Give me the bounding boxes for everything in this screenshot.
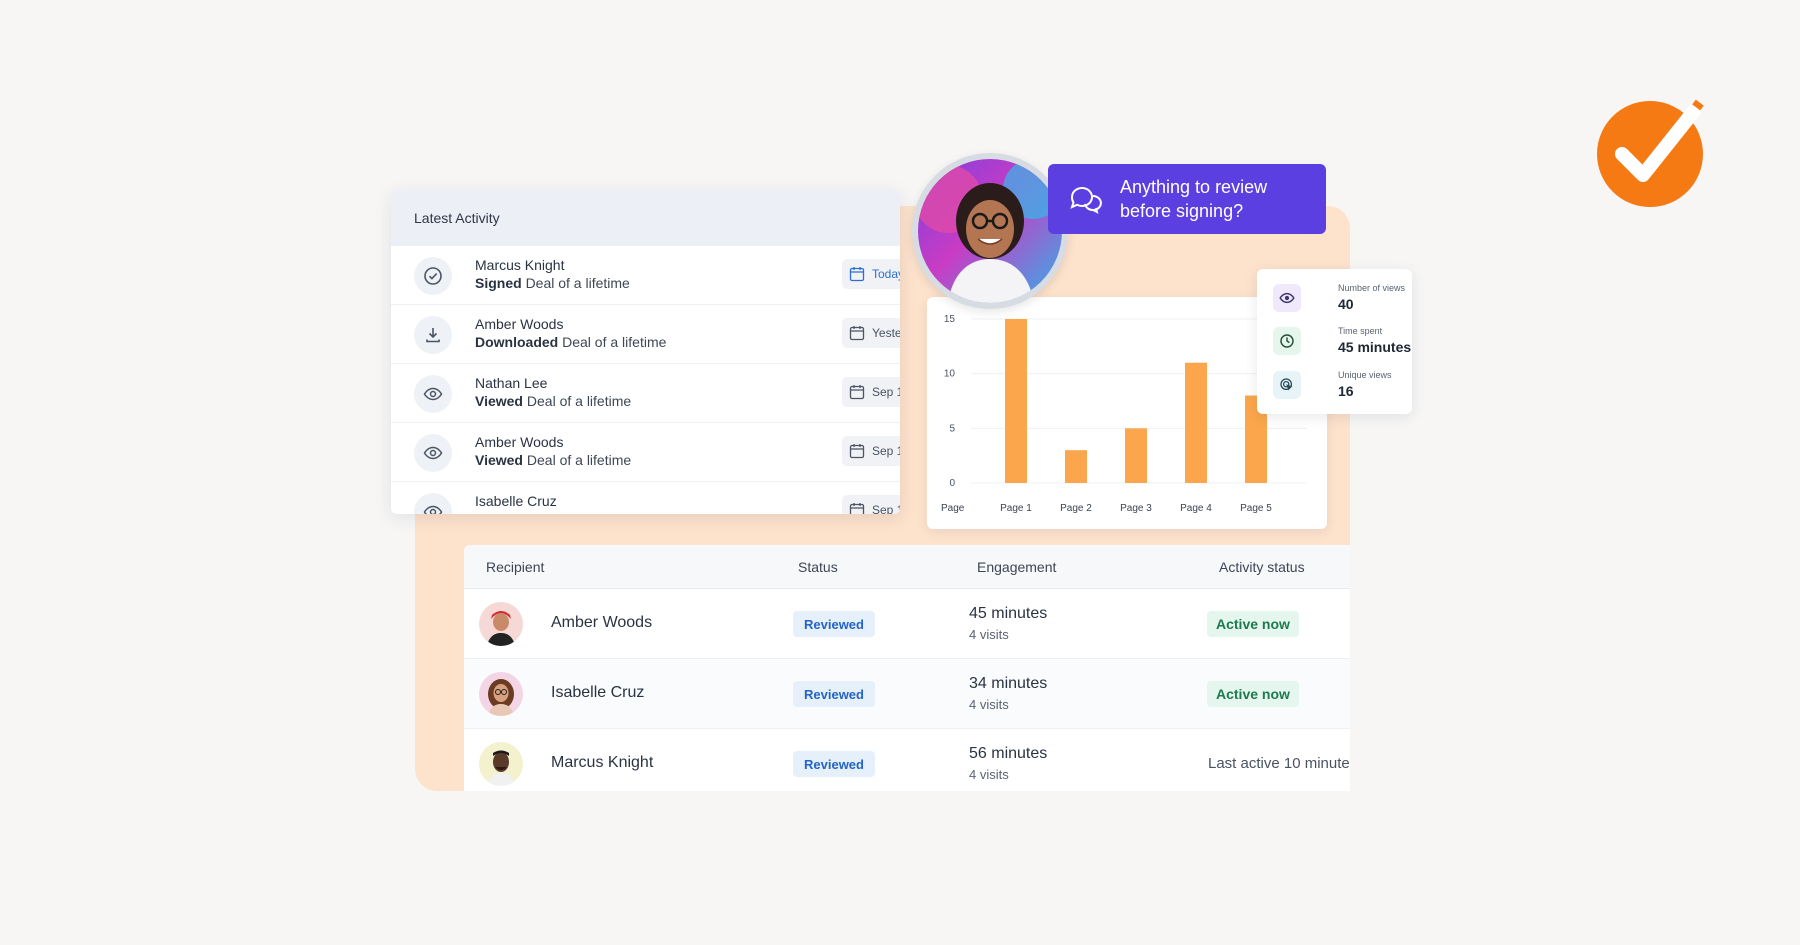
calendar-icon xyxy=(849,444,865,459)
engagement-time: 45 minutes xyxy=(969,605,1048,622)
engagement-time: 34 minutes xyxy=(969,675,1048,692)
activity-date: Sep 1 xyxy=(842,377,900,407)
table-row[interactable]: Amber Woods Reviewed 45 minutes 4 visits… xyxy=(464,589,1350,659)
chat-bubbles-icon xyxy=(1070,187,1102,214)
clock-icon xyxy=(1273,327,1301,355)
activity-status-badge: Active now xyxy=(1207,681,1299,707)
download-icon xyxy=(414,316,452,354)
x-axis-label: Page xyxy=(941,503,965,514)
activity-user: Amber Woods xyxy=(475,434,564,450)
latest-activity-card: Latest Activity Marcus Knight Signed Dea… xyxy=(391,190,900,514)
activity-user: Amber Woods xyxy=(475,316,564,332)
activity-description: Signed Deal of a lifetime xyxy=(475,275,630,291)
recipient-name: Isabelle Cruz xyxy=(551,684,645,701)
eye-icon xyxy=(414,434,452,472)
column-activity-status[interactable]: Activity status xyxy=(1219,559,1305,575)
bar-page-5[interactable] xyxy=(1245,395,1267,483)
recipient-name: Amber Woods xyxy=(551,614,653,631)
woman-portrait-icon xyxy=(918,159,1062,303)
activity-description: Viewed Deal of a lifetime xyxy=(475,452,632,468)
page-views-chart: 0 5 10 15 Page 1 Page 2 Page 3 Page 4 Page 5 Page xyxy=(941,314,1307,514)
activity-status-badge: Active now xyxy=(1207,611,1299,637)
column-status[interactable]: Status xyxy=(798,559,838,575)
eye-icon xyxy=(414,493,452,514)
activity-user: Marcus Knight xyxy=(475,257,565,273)
activity-title: Latest Activity xyxy=(391,190,900,246)
y-tick-label: 0 xyxy=(949,478,955,489)
x-tick-label: Page 3 xyxy=(1120,503,1152,514)
avatar xyxy=(479,602,523,646)
eye-icon xyxy=(1273,284,1301,312)
bar-page-1[interactable] xyxy=(1005,319,1027,483)
calendar-icon xyxy=(849,267,865,282)
engagement-visits: 4 visits xyxy=(969,627,1009,642)
bar-page-2[interactable] xyxy=(1065,450,1087,483)
x-tick-label: Page 4 xyxy=(1180,503,1212,514)
activity-date: Yesterday xyxy=(842,318,900,348)
bar-page-4[interactable] xyxy=(1185,362,1207,483)
column-engagement[interactable]: Engagement xyxy=(977,559,1057,575)
activity-description: Viewed Deal of a lifetime xyxy=(475,393,632,409)
check-circle-icon xyxy=(414,257,452,295)
activity-item[interactable]: Marcus Knight Signed Deal of a lifetime … xyxy=(391,246,900,305)
column-recipient[interactable]: Recipient xyxy=(486,559,545,575)
cursor-click-icon xyxy=(1273,371,1301,399)
activity-item[interactable]: Isabelle Cruz Sep 1 xyxy=(391,482,900,514)
table-row[interactable]: Isabelle Cruz Reviewed 34 minutes 4 visi… xyxy=(464,659,1350,729)
status-badge: Reviewed xyxy=(793,611,875,637)
activity-item[interactable]: Amber Woods Viewed Deal of a lifetime Se… xyxy=(391,423,900,482)
table-header: Recipient Status Engagement Activity sta… xyxy=(464,545,1350,589)
chat-message-text: Anything to review before signing? xyxy=(1120,177,1268,221)
table-row[interactable]: Marcus Knight Reviewed 56 minutes 4 visi… xyxy=(464,729,1350,791)
activity-date: Sep 1 xyxy=(842,436,900,466)
activity-user: Isabelle Cruz xyxy=(475,493,557,509)
x-tick-label: Page 1 xyxy=(1000,503,1032,514)
activity-item[interactable]: Nathan Lee Viewed Deal of a lifetime Sep… xyxy=(391,364,900,423)
y-tick-label: 15 xyxy=(944,314,956,325)
eye-icon xyxy=(414,375,452,413)
activity-date: Today xyxy=(842,259,900,289)
activity-description: Downloaded Deal of a lifetime xyxy=(475,334,667,350)
calendar-icon xyxy=(849,385,865,400)
calendar-icon xyxy=(849,503,865,514)
activity-user: Nathan Lee xyxy=(475,375,548,391)
engagement-time: 56 minutes xyxy=(969,745,1048,762)
avatar xyxy=(479,672,523,716)
x-tick-label: Page 5 xyxy=(1240,503,1272,514)
activity-status-text: Last active 10 minutes ago xyxy=(1208,755,1350,772)
document-stats-card: Number of views 40 Time spent 45 minutes… xyxy=(1257,269,1412,414)
engagement-visits: 4 visits xyxy=(969,697,1009,712)
status-badge: Reviewed xyxy=(793,681,875,707)
checkmark-logo-icon xyxy=(1597,98,1709,215)
status-badge: Reviewed xyxy=(793,751,875,777)
engagement-visits: 4 visits xyxy=(969,767,1009,782)
chat-message-bubble[interactable]: Anything to review before signing? xyxy=(1048,164,1326,234)
avatar xyxy=(479,742,523,786)
recipients-table: Recipient Status Engagement Activity sta… xyxy=(464,545,1350,791)
bar-page-3[interactable] xyxy=(1125,428,1147,483)
y-tick-label: 5 xyxy=(949,423,955,434)
x-tick-label: Page 2 xyxy=(1060,503,1092,514)
contact-avatar xyxy=(912,153,1068,309)
y-tick-label: 10 xyxy=(944,369,956,380)
calendar-icon xyxy=(849,326,865,341)
activity-item[interactable]: Amber Woods Downloaded Deal of a lifetim… xyxy=(391,305,900,364)
activity-date: Sep 1 xyxy=(842,495,900,514)
recipient-name: Marcus Knight xyxy=(551,754,654,771)
